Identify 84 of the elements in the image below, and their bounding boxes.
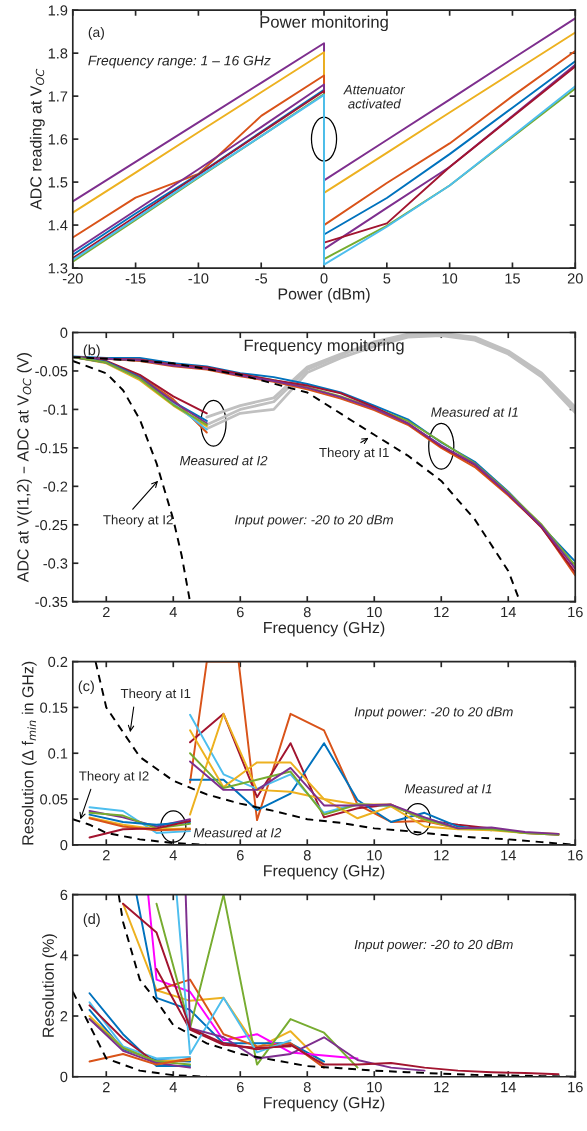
y-tick-label: 0.1 (48, 748, 68, 759)
x-tick-label: 10 (442, 273, 458, 284)
y-tick-label: 0 (60, 327, 68, 338)
y-tick-label: 6 (60, 889, 68, 901)
x-tick-label: 14 (501, 850, 516, 861)
x-tick-label: 20 (567, 273, 583, 284)
y-tick-label: 0.2 (48, 656, 68, 668)
annotation: Measured at I2 (179, 455, 268, 466)
x-tick-label: 16 (568, 850, 583, 861)
x-tick-label: 4 (169, 850, 177, 861)
y-tick-label: -0.25 (35, 519, 68, 531)
x-tick-label: 15 (505, 273, 520, 284)
x-axis-title: Frequency (GHz) (264, 864, 385, 880)
x-tick-label: 6 (236, 606, 244, 618)
y-tick-label: -0.35 (35, 596, 68, 608)
y-tick-label: 0 (60, 1071, 68, 1083)
annotation: (d) (83, 913, 100, 927)
annotation: Frequency range: 1 – 16 GHz (88, 55, 271, 69)
x-tick-label: 16 (568, 606, 583, 618)
x-tick-label: 14 (501, 1082, 516, 1093)
y-tick-label: 4 (60, 950, 68, 961)
annotation: Theory at I1 (319, 447, 389, 460)
chart-title: Frequency monitoring (244, 339, 404, 355)
x-tick-label: 16 (568, 1081, 583, 1093)
annotation: Theory at I2 (103, 514, 173, 528)
y-tick-label: 1.5 (48, 177, 68, 188)
x-tick-label: -10 (188, 273, 209, 284)
x-tick-label: 14 (501, 607, 516, 618)
y-tick-label: 1.6 (48, 134, 68, 145)
x-tick-label: -20 (62, 273, 83, 284)
y-axis-title: ADC at V(I1,2) – ADC at V$_{OC}$ (V) (16, 353, 32, 583)
x-tick-label: 4 (169, 607, 177, 618)
y-tick-label: 1.7 (48, 91, 68, 102)
annotation: Measured at I1 (404, 783, 492, 794)
y-tick-label: -0.1 (43, 404, 68, 415)
y-tick-label: 2 (60, 1011, 68, 1022)
y-tick-label: 1.3 (48, 263, 68, 274)
x-tick-label: 2 (102, 850, 110, 861)
x-tick-label: 12 (434, 1081, 449, 1093)
x-axis-title: Frequency (GHz) (264, 621, 385, 637)
annotation: Theory at I2 (79, 770, 149, 784)
y-tick-label: 0 (60, 839, 68, 851)
y-tick-label: -0.15 (35, 442, 68, 454)
x-tick-label: 6 (236, 1081, 244, 1093)
x-tick-label: 8 (303, 850, 311, 861)
y-tick-label: -0.3 (43, 558, 68, 569)
annotation: (c) (78, 680, 94, 695)
x-tick-label: 8 (303, 1081, 311, 1093)
x-tick-label: -15 (125, 273, 146, 284)
y-tick-label: 0.15 (40, 702, 68, 713)
x-tick-label: 6 (236, 850, 244, 861)
y-tick-label: 1.8 (48, 48, 68, 59)
annotation: (a) (88, 26, 104, 40)
x-tick-label: 10 (367, 606, 382, 618)
annotation: Measured at I1 (431, 407, 518, 417)
x-tick-label: 2 (102, 606, 110, 618)
annotation: (b) (83, 344, 100, 359)
y-axis-title: ADC reading at V$_{OC}$ (29, 68, 45, 210)
annotation: Input power: -20 to 20 dBm (354, 939, 513, 952)
annotation: Input power: -20 to 20 dBm (234, 514, 393, 528)
y-tick-label: 0.05 (40, 794, 68, 805)
y-axis-title: Resolution (Δ f$_{min}$ in GHz) (21, 661, 37, 845)
x-axis-title: Frequency (GHz) (264, 1096, 385, 1112)
y-axis-title: Resolution (%) (42, 934, 58, 1037)
x-tick-label: 8 (303, 606, 311, 618)
x-tick-label: 0 (320, 273, 328, 284)
y-tick-label: -0.05 (35, 366, 68, 377)
x-axis-title: Power (dBm) (278, 287, 370, 303)
y-tick-label: -0.2 (43, 481, 68, 492)
x-tick-label: 12 (434, 606, 449, 618)
annotation: Attenuator activated (343, 85, 406, 109)
x-tick-label: 5 (383, 273, 391, 284)
annotation: Input power: -20 to 20 dBm (354, 706, 513, 720)
x-tick-label: 4 (169, 1082, 177, 1093)
x-tick-label: 12 (434, 850, 449, 861)
x-tick-label: 2 (102, 1081, 110, 1093)
annotation: Measured at I2 (193, 827, 282, 838)
x-tick-label: 10 (367, 850, 382, 861)
annotation: Theory at I1 (120, 688, 191, 701)
y-tick-label: 1.9 (48, 5, 68, 16)
x-tick-label: -5 (255, 273, 268, 284)
chart-title: Power monitoring (260, 15, 388, 32)
x-tick-label: 10 (367, 1081, 382, 1093)
y-tick-label: 1.4 (48, 220, 68, 231)
